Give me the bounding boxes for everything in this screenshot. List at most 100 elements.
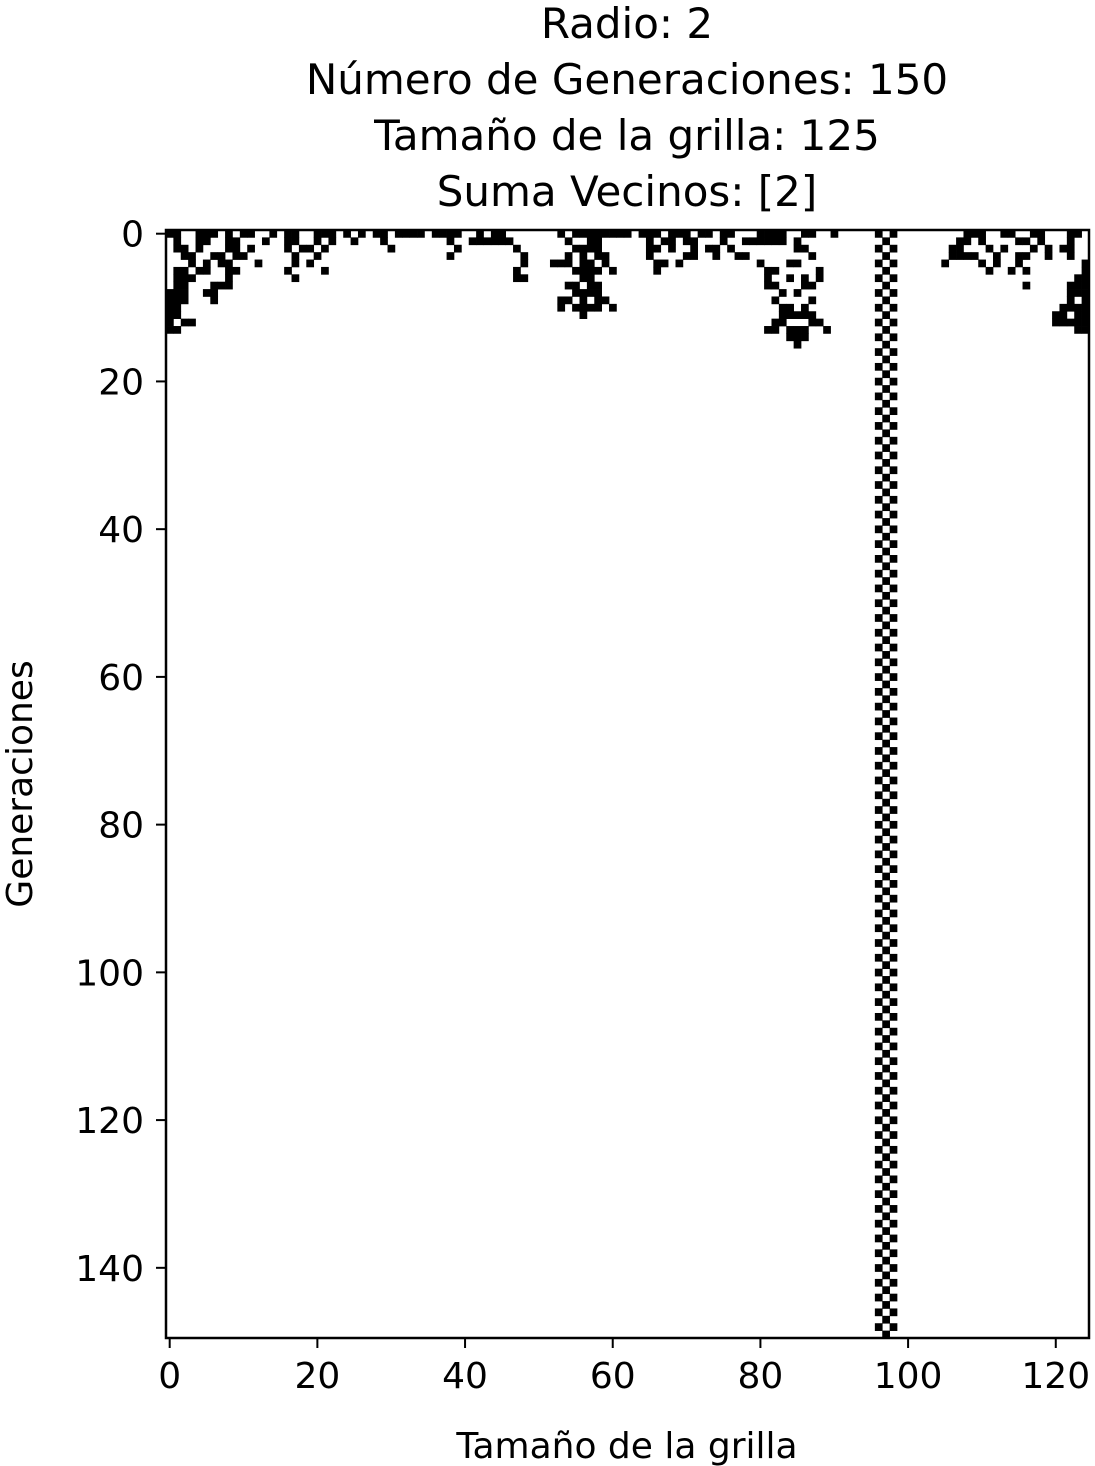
band-cell [882, 724, 890, 733]
alive-cell [202, 237, 211, 246]
band-cell [882, 1241, 890, 1250]
band-cell [889, 673, 898, 681]
band-cell [874, 1057, 883, 1066]
alive-cell [793, 311, 802, 319]
alive-cell [1044, 244, 1053, 253]
band-cell [874, 865, 883, 873]
band-cell [874, 924, 883, 933]
band-cell [874, 850, 883, 859]
alive-cell [889, 259, 898, 268]
alive-cell [668, 244, 676, 253]
alive-cell [239, 230, 248, 238]
alive-cell [601, 296, 610, 305]
band-cell [882, 1020, 890, 1029]
alive-cell [586, 244, 595, 253]
band-cell [874, 1131, 883, 1139]
alive-cell [815, 266, 824, 275]
alive-cell [1059, 311, 1068, 319]
alive-cell [609, 230, 617, 238]
alive-cell [963, 252, 972, 260]
alive-cell [202, 259, 211, 268]
alive-cell [882, 281, 890, 290]
band-cell [889, 953, 898, 962]
band-cell [874, 466, 883, 475]
band-cell [882, 1035, 890, 1043]
y-tick-label: 100 [75, 953, 144, 994]
band-cell [882, 710, 890, 718]
alive-cell [815, 274, 824, 283]
band-cell [882, 887, 890, 896]
alive-cell [402, 230, 411, 238]
alive-cell [195, 244, 204, 253]
alive-cell [978, 237, 986, 246]
band-cell [889, 628, 898, 637]
alive-cell [889, 333, 898, 342]
alive-cell [202, 230, 211, 238]
alive-cell [889, 274, 898, 283]
y-tick-label: 40 [98, 510, 144, 551]
alive-cell [660, 237, 669, 246]
band-cell [882, 651, 890, 659]
alive-cell [313, 237, 322, 246]
band-cell [882, 1064, 890, 1073]
alive-cell [217, 252, 226, 260]
band-cell [889, 407, 898, 416]
alive-cell [793, 237, 802, 246]
alive-cell [675, 230, 684, 238]
band-cell [874, 880, 883, 888]
band-cell [874, 1278, 883, 1287]
alive-cell [225, 237, 233, 246]
alive-cell [749, 237, 758, 246]
x-tick-label: 60 [590, 1356, 636, 1397]
alive-cell [1081, 326, 1090, 334]
band-cell [882, 857, 890, 866]
alive-cell [239, 252, 248, 260]
alive-cell [564, 259, 573, 268]
band-cell [889, 1190, 898, 1199]
band-cell [889, 791, 898, 800]
alive-cell [313, 252, 322, 260]
alive-cell [609, 266, 617, 275]
band-cell [889, 1308, 898, 1317]
alive-cell [948, 244, 957, 253]
alive-cell [579, 274, 588, 283]
alive-cell [764, 326, 772, 334]
alive-cell [778, 230, 787, 238]
alive-cell [210, 289, 219, 297]
band-cell [889, 1293, 898, 1302]
band-cell [882, 1212, 890, 1221]
band-cell [874, 939, 883, 947]
alive-cell [756, 230, 765, 238]
alive-cell [232, 244, 241, 253]
band-cell [882, 976, 890, 984]
band-cell [874, 628, 883, 637]
y-tick-label: 60 [98, 658, 144, 699]
band-cell [874, 481, 883, 489]
alive-cell [1074, 318, 1082, 327]
alive-cell [505, 237, 514, 246]
band-cell [889, 362, 898, 371]
band-cell [874, 673, 883, 681]
alive-cell [682, 230, 691, 238]
band-cell [874, 407, 883, 416]
alive-cell [874, 274, 883, 283]
alive-cell [889, 244, 898, 253]
alive-cell [343, 230, 351, 238]
alive-cell [808, 230, 817, 238]
alive-cell [697, 230, 706, 238]
alive-cell [188, 252, 196, 260]
alive-cell [705, 230, 713, 238]
band-cell [882, 621, 890, 630]
band-cell [882, 1271, 890, 1280]
alive-cell [180, 252, 189, 260]
alive-cell [882, 266, 890, 275]
alive-cell [941, 259, 950, 268]
band-cell [889, 894, 898, 903]
alive-cell [601, 252, 610, 260]
alive-cell [764, 281, 772, 290]
alive-cell [298, 244, 307, 253]
alive-cell [498, 230, 507, 238]
alive-cell [1081, 281, 1090, 290]
band-cell [874, 1086, 883, 1095]
